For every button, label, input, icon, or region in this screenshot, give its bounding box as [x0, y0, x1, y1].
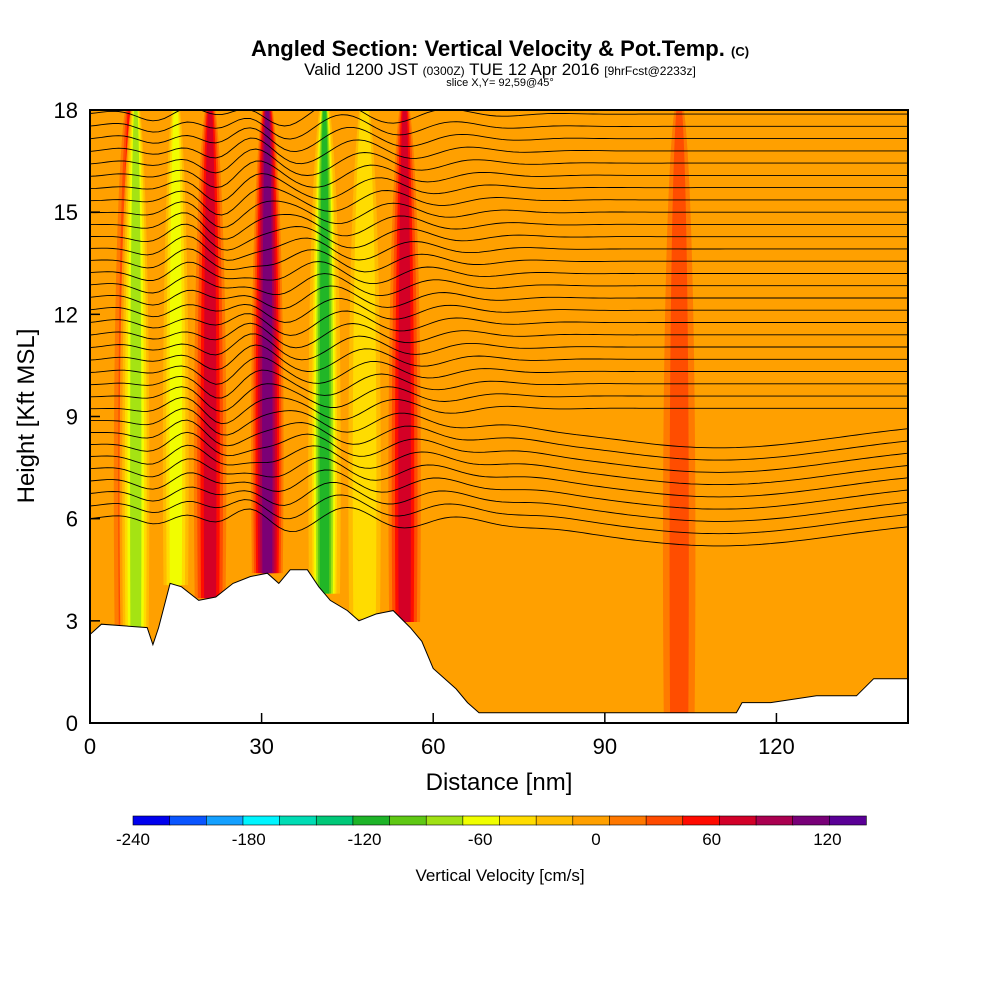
colorbar-swatch: [132, 815, 171, 826]
y-tick-label: 18: [54, 98, 78, 123]
isentrope-line: [90, 356, 908, 385]
velocity-band: [357, 110, 372, 619]
colorbar-swatch: [389, 815, 427, 826]
valid-date: TUE 12 Apr 2016: [469, 60, 600, 79]
isentrope-line: [90, 126, 908, 153]
colorbar-swatch: [572, 815, 611, 826]
colorbar-tick-label: -240: [116, 830, 150, 849]
isentrope-line: [90, 114, 908, 140]
isentrope-line: [90, 186, 908, 216]
isentrope-line: [90, 235, 908, 261]
isentrope-line: [90, 344, 908, 372]
isentrope-line: [90, 173, 908, 202]
colorbar-swatch: [315, 815, 354, 826]
isentrope-line: [90, 396, 908, 425]
isentrope-line: [90, 273, 908, 297]
colorbar-tick-label: 60: [702, 830, 721, 849]
forecast-info: [9hrFcst@2233z]: [604, 64, 696, 78]
slice-info: slice X,Y= 92,59@45°: [446, 77, 554, 89]
isentrope-line: [90, 444, 908, 486]
velocity-band: [398, 110, 411, 622]
chart-title-main: Angled Section: Vertical Velocity & Pot.…: [250, 36, 725, 61]
x-axis: 0 30 60 90 120: [84, 713, 795, 759]
colorbar-tick-label: -180: [232, 830, 266, 849]
isentrope-line: [90, 248, 908, 273]
colorbar-swatch: [352, 815, 391, 826]
isentrope-line: [90, 333, 908, 361]
isentrope-line: [90, 506, 908, 547]
y-tick-label: 15: [54, 200, 78, 225]
isentrope-line: [90, 148, 908, 176]
potential-temperature-contours: [90, 110, 908, 547]
valid-utc: (0300Z): [422, 64, 465, 78]
colorbar-swatch: [169, 815, 207, 826]
isentrope-line: [90, 285, 908, 310]
isentrope-line: [90, 298, 908, 323]
y-tick-label: 3: [66, 609, 78, 634]
colorbar-swatch: [682, 815, 721, 826]
isentrope-line: [90, 469, 908, 510]
terrain: [90, 569, 908, 723]
velocity-band: [669, 110, 689, 713]
colorbar-tick-label: 0: [591, 830, 600, 849]
colorbar-swatch: [609, 815, 647, 826]
isentrope-line: [90, 200, 908, 229]
isentrope-line: [90, 431, 908, 473]
chart-title: Angled Section: Vertical Velocity & Pot.…: [0, 36, 1000, 62]
colorbar-swatch: [462, 815, 501, 826]
isentrope-line: [90, 223, 908, 251]
x-axis-title: Distance [nm]: [426, 769, 573, 796]
x-tick-label: 0: [84, 734, 96, 759]
y-tick-label: 9: [66, 405, 78, 430]
terrain-profile: [90, 569, 908, 723]
isentrope-line: [90, 310, 908, 336]
isentrope-line: [90, 110, 908, 127]
isentrope-line: [90, 457, 908, 498]
colorbar-swatch: [535, 815, 574, 826]
y-axis-title: Height [Kft MSL]: [13, 329, 40, 504]
y-tick-label: 6: [66, 507, 78, 532]
colorbar-swatch: [499, 815, 537, 826]
valid-time: Valid 1200 JST: [304, 60, 418, 79]
y-axis: 0 3 6 9 12 15 18: [54, 98, 100, 736]
y-tick-label: 12: [54, 302, 78, 327]
colorbar-swatch: [206, 815, 244, 826]
colorbar-title: Vertical Velocity [cm/s]: [415, 866, 584, 885]
colorbar-tick-label: -60: [468, 830, 493, 849]
chart-title-unit: (C): [731, 44, 750, 59]
colorbar-swatch: [829, 815, 867, 826]
isentrope-line: [90, 494, 908, 535]
colorbar-swatch: [279, 815, 317, 826]
colorbar-swatch: [792, 815, 831, 826]
isentrope-line: [90, 160, 908, 188]
x-tick-label: 120: [758, 734, 795, 759]
isentrope-line: [90, 137, 908, 165]
colorbar-swatch: [242, 815, 281, 826]
velocity-band: [262, 110, 273, 574]
isentrope-line: [90, 419, 908, 461]
colorbar-swatch: [755, 815, 794, 826]
colorbar-tick-label: 120: [813, 830, 841, 849]
colorbar-swatch: [425, 815, 464, 826]
colorbar: -240 -180 -120 -60 0 60 120: [116, 815, 867, 849]
isentrope-line: [90, 212, 908, 240]
isentrope-line: [90, 261, 908, 285]
x-tick-label: 30: [249, 734, 273, 759]
x-tick-label: 60: [421, 734, 445, 759]
isentrope-line: [90, 408, 908, 449]
colorbar-swatch: [719, 815, 757, 826]
plot-area: [90, 110, 908, 723]
isentrope-line: [90, 322, 908, 349]
colorbar-swatch: [645, 815, 684, 826]
isentrope-line: [90, 383, 908, 412]
colorbar-tick-label: -120: [347, 830, 381, 849]
isentrope-line: [90, 481, 908, 522]
x-tick-label: 90: [593, 734, 617, 759]
isentrope-line: [90, 369, 908, 399]
chart-subtitle: Valid 1200 JST (0300Z) TUE 12 Apr 2016 […: [0, 60, 1000, 80]
y-tick-label: 0: [66, 711, 78, 736]
